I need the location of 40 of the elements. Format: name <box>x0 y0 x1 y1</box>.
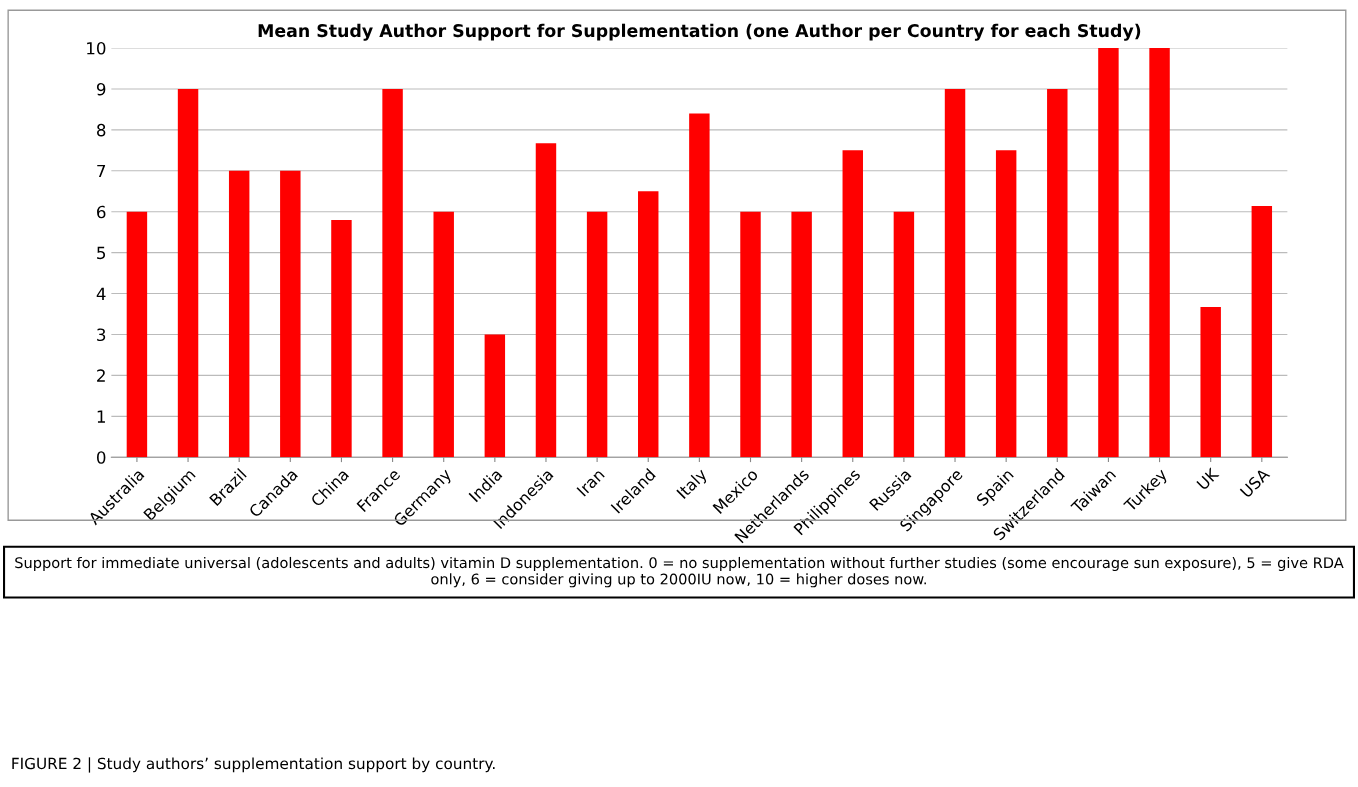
y-tick-label: 3 <box>97 328 106 342</box>
bar <box>995 150 1017 458</box>
text: Support for immediate universal (adolescents and adults) vitamin D supplementation. 0 = no supplementation without further studies (some encourage sun exposure), 5 = give RDA only, 6 = consider giving up to 2000IU now, 10 = higher doses now. <box>15 556 1344 588</box>
bar <box>689 113 710 458</box>
bar <box>1047 88 1068 458</box>
bar <box>331 219 352 458</box>
bar <box>535 143 557 458</box>
bar <box>280 170 301 458</box>
y-tick-label: 9 <box>96 82 106 96</box>
bar <box>1098 48 1119 458</box>
bar <box>893 211 915 458</box>
bar <box>1251 205 1273 458</box>
y-tick-label: 2 <box>97 369 105 382</box>
bar <box>586 211 608 458</box>
bar <box>228 170 250 458</box>
chart-title: Mean Study Author Support for Supplementation (one Author per Country for each Study) <box>258 23 1141 41</box>
bar <box>1149 48 1170 458</box>
bar <box>842 150 863 458</box>
bar <box>484 334 506 458</box>
x-tick-label: Iran <box>576 468 605 497</box>
y-tick-label: 8 <box>97 123 106 137</box>
bar <box>638 191 659 458</box>
bar <box>1200 307 1221 458</box>
bar <box>126 211 148 458</box>
bar <box>791 211 812 458</box>
bar <box>382 88 403 458</box>
x-tick-label: UK <box>1196 467 1220 491</box>
caption: FIGURE 2 | Study authors’ supplementation support by country. <box>12 757 495 773</box>
y-tick-label: 10 <box>87 41 106 55</box>
y-tick-label: 4 <box>96 287 106 300</box>
bar <box>433 211 454 458</box>
y-tick-label: 1 <box>97 410 105 423</box>
bar <box>740 211 761 458</box>
y-tick-label: 7 <box>97 164 106 178</box>
y-tick-label: 0 <box>96 451 106 464</box>
y-tick-label: 5 <box>97 246 106 260</box>
bar <box>944 88 966 458</box>
x-tick-label: USA <box>1239 467 1271 499</box>
bar <box>177 88 199 458</box>
y-tick-label: 6 <box>97 205 106 219</box>
